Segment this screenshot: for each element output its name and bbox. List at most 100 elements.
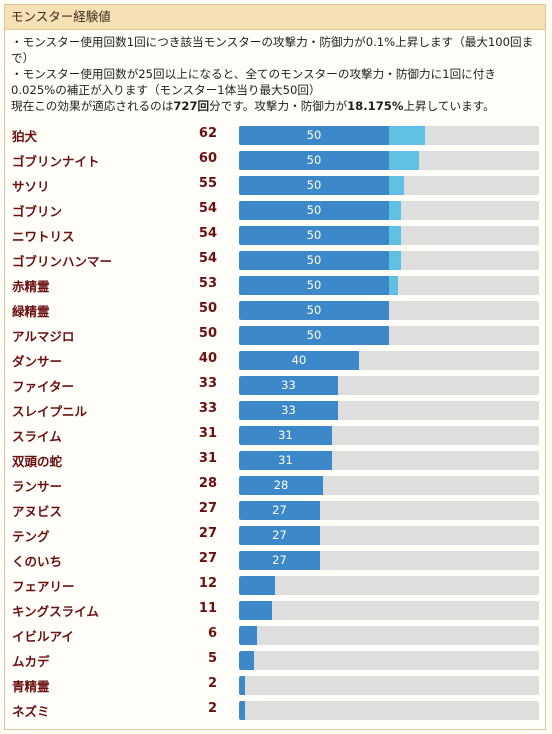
monster-name: ムカデ bbox=[12, 654, 50, 669]
monster-row: 赤精霊 53 50 bbox=[5, 273, 545, 298]
progress-bar: 50 bbox=[239, 201, 539, 220]
progress-bar-fill bbox=[239, 601, 272, 620]
progress-bar: 33 bbox=[239, 376, 539, 395]
progress-bar-fill: 50 bbox=[239, 226, 389, 245]
progress-bar bbox=[239, 576, 539, 595]
monster-row: スレイプニル 33 33 bbox=[5, 398, 545, 423]
progress-bar-label: 50 bbox=[306, 278, 322, 292]
effect-percent: 18.175% bbox=[347, 99, 404, 113]
monster-use-count: 33 bbox=[198, 401, 217, 416]
monster-row: 青精霊 2 bbox=[5, 673, 545, 698]
monster-name: 双頭の蛇 bbox=[12, 454, 63, 469]
monster-name: 赤精霊 bbox=[12, 279, 50, 294]
progress-bar: 31 bbox=[239, 426, 539, 445]
progress-bar-fill: 50 bbox=[239, 326, 389, 345]
monster-name: ネズミ bbox=[12, 704, 50, 719]
progress-bar-fill: 50 bbox=[239, 251, 389, 270]
monster-row: ゴブリンナイト 60 50 bbox=[5, 148, 545, 173]
monster-row: キングスライム 11 bbox=[5, 598, 545, 623]
progress-bar-label: 50 bbox=[306, 178, 322, 192]
progress-bar-fill: 50 bbox=[239, 276, 389, 295]
progress-bar: 28 bbox=[239, 476, 539, 495]
monster-row: くのいち 27 27 bbox=[5, 548, 545, 573]
monster-use-count: 60 bbox=[198, 151, 217, 166]
progress-bar-fill: 40 bbox=[239, 351, 359, 370]
progress-bar bbox=[239, 676, 539, 695]
progress-bar-fill: 50 bbox=[239, 301, 389, 320]
monster-use-count: 31 bbox=[198, 426, 217, 441]
monster-row: イビルアイ 6 bbox=[5, 623, 545, 648]
progress-bar-fill bbox=[239, 676, 245, 695]
monster-row: アヌビス 27 27 bbox=[5, 498, 545, 523]
monster-row: ファイター 33 33 bbox=[5, 373, 545, 398]
progress-bar bbox=[239, 626, 539, 645]
monster-name: 青精霊 bbox=[12, 679, 50, 694]
progress-bar-label: 50 bbox=[306, 303, 322, 317]
monster-name: イビルアイ bbox=[12, 629, 74, 644]
monster-row: テング 27 27 bbox=[5, 523, 545, 548]
progress-bar: 50 bbox=[239, 151, 539, 170]
monster-row: 狛犬 62 50 bbox=[5, 123, 545, 148]
monster-row: 緑精霊 50 50 bbox=[5, 298, 545, 323]
progress-bar-fill: 27 bbox=[239, 551, 320, 570]
progress-bar-fill: 50 bbox=[239, 126, 389, 145]
progress-bar-label: 40 bbox=[291, 353, 307, 367]
monster-use-count: 27 bbox=[198, 551, 217, 566]
monster-use-count: 40 bbox=[198, 351, 217, 366]
progress-bar-fill: 31 bbox=[239, 426, 332, 445]
monster-row: ランサー 28 28 bbox=[5, 473, 545, 498]
monster-name: ニワトリス bbox=[12, 229, 75, 244]
progress-bar-fill: 50 bbox=[239, 201, 389, 220]
monster-name: スレイプニル bbox=[12, 404, 88, 419]
monster-name: ゴブリンナイト bbox=[12, 154, 100, 169]
monster-use-count: 27 bbox=[198, 526, 217, 541]
progress-bar: 33 bbox=[239, 401, 539, 420]
progress-bar: 50 bbox=[239, 326, 539, 345]
progress-bar-label: 28 bbox=[273, 478, 289, 492]
progress-bar: 27 bbox=[239, 501, 539, 520]
description-text: 分です。攻撃力・防御力が bbox=[209, 99, 348, 113]
progress-bar-label: 33 bbox=[281, 378, 296, 392]
progress-bar-fill: 50 bbox=[239, 176, 389, 195]
progress-bar-label: 50 bbox=[306, 153, 322, 167]
monster-use-count: 54 bbox=[198, 226, 217, 241]
monster-name: サソリ bbox=[12, 179, 50, 194]
monster-row: サソリ 55 50 bbox=[5, 173, 545, 198]
monster-use-count: 62 bbox=[198, 126, 217, 141]
monster-use-count: 31 bbox=[198, 451, 217, 466]
monster-name: ゴブリン bbox=[12, 204, 63, 219]
monster-name: アヌビス bbox=[12, 504, 63, 519]
progress-bar-fill: 33 bbox=[239, 376, 338, 395]
monster-row: ゴブリンハンマー 54 50 bbox=[5, 248, 545, 273]
monster-name: キングスライム bbox=[12, 604, 99, 619]
progress-bar bbox=[239, 651, 539, 670]
monster-row: アルマジロ 50 50 bbox=[5, 323, 545, 348]
monster-row: ムカデ 5 bbox=[5, 648, 545, 673]
progress-bar-label: 50 bbox=[306, 253, 322, 267]
monster-use-count: 54 bbox=[198, 251, 217, 266]
monster-use-count: 33 bbox=[198, 376, 217, 391]
monster-name: テング bbox=[12, 529, 50, 544]
panel-title: モンスター経験値 bbox=[5, 5, 545, 30]
progress-bar-fill bbox=[239, 701, 245, 720]
progress-bar-fill: 27 bbox=[239, 526, 320, 545]
monster-use-count: 50 bbox=[198, 326, 217, 341]
monster-row: フェアリー 12 bbox=[5, 573, 545, 598]
monster-use-count: 53 bbox=[198, 276, 217, 291]
progress-bar-label: 50 bbox=[306, 128, 322, 142]
progress-bar-fill: 33 bbox=[239, 401, 338, 420]
description-line-2: ・モンスター使用回数が25回以上になると、全てのモンスターの攻撃力・防御力に1回… bbox=[11, 67, 496, 97]
monster-name: 狛犬 bbox=[12, 129, 38, 144]
description-text: 現在この効果が適応されるのは bbox=[11, 99, 174, 113]
description-line-3: 現在この効果が適応されるのは727回分です。攻撃力・防御力が18.175%上昇し… bbox=[11, 98, 539, 114]
monster-use-count: 2 bbox=[207, 676, 217, 691]
monster-use-count: 50 bbox=[198, 301, 217, 316]
monster-use-count: 11 bbox=[198, 601, 217, 616]
progress-bar: 50 bbox=[239, 126, 539, 145]
monster-list: 狛犬 62 50 ゴブリンナイト 60 50 サソリ 55 50 ゴブリン 54 50 ニワトリス 54 5… bbox=[5, 123, 545, 723]
progress-bar: 27 bbox=[239, 526, 539, 545]
monster-name: くのいち bbox=[12, 554, 63, 569]
monster-name: スライム bbox=[12, 429, 62, 444]
progress-bar-label: 33 bbox=[281, 403, 296, 417]
progress-bar: 40 bbox=[239, 351, 539, 370]
